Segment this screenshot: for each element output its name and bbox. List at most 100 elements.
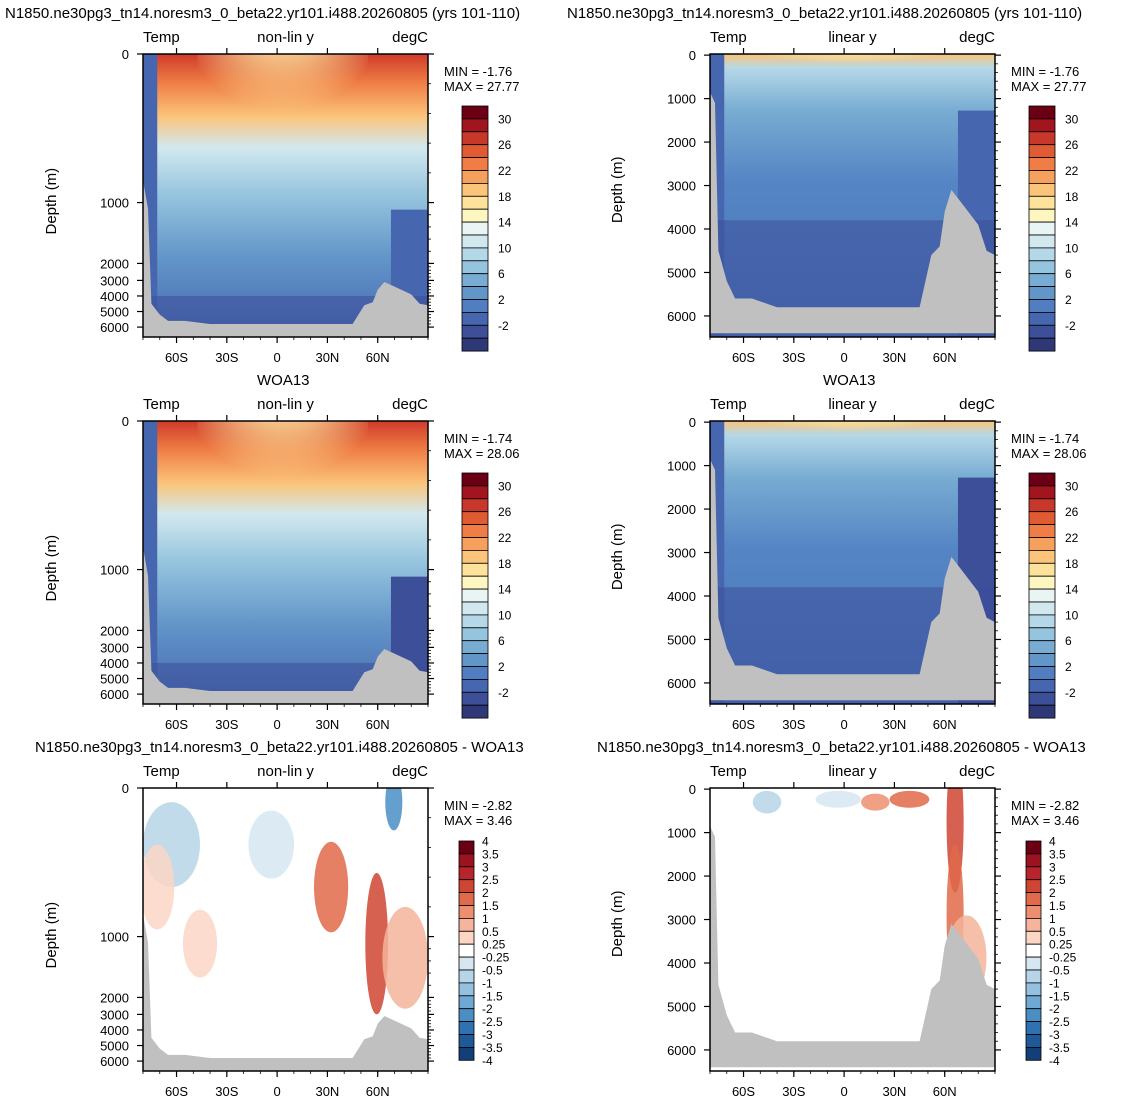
colorbar-segment [1028, 562, 1056, 577]
y-axis-label: Depth (m) [43, 902, 60, 969]
y-tick-label: 5000 [100, 1039, 129, 1054]
x-tick-label: 60N [366, 1084, 390, 1099]
colorbar-segment [461, 221, 489, 236]
field [143, 421, 428, 704]
y-tick-label: 4000 [100, 656, 129, 671]
x-tick-label: 30N [315, 717, 339, 732]
colorbar-segment [461, 679, 489, 693]
x-tick-label: 60S [732, 717, 755, 732]
colorbar-segment [1028, 157, 1056, 171]
colorbar-segment [461, 653, 489, 667]
colorbar-segment [458, 982, 475, 997]
y-tick-label: 2000 [100, 990, 129, 1005]
scale-label: linear y [828, 763, 877, 780]
bathymetry-mask [143, 914, 428, 1071]
colorbar-label: 1 [482, 912, 489, 926]
colorbar-segment [458, 879, 475, 894]
colorbar-label: -2 [498, 686, 509, 700]
colorbar: 30 26 22 18 14 10 6 2 -2 [461, 105, 512, 352]
colorbar-label: 3 [1049, 860, 1056, 874]
panel-title: N1850.ne30pg3_tn14.noresm3_0_beta22.yr10… [35, 739, 524, 756]
min-value: MIN = -1.76 [444, 64, 512, 79]
colorbar-label: 0.5 [482, 925, 499, 939]
colorbar-segment [1025, 866, 1042, 881]
anomaly-region [143, 844, 175, 930]
colorbar-segment [1028, 324, 1056, 339]
colorbar-label: 18 [1065, 190, 1079, 204]
max-value: MAX = 3.46 [1011, 813, 1079, 828]
colorbar-segment [1028, 247, 1056, 262]
y-tick-label: 3000 [667, 179, 696, 194]
colorbar-segment [1028, 170, 1056, 184]
colorbar-segment [458, 1021, 475, 1035]
colorbar-label: 10 [498, 608, 512, 622]
colorbar-label: 10 [1065, 241, 1079, 255]
y-tick-label: 3000 [100, 1007, 129, 1022]
colorbar-segment [461, 234, 489, 249]
colorbar-segment [461, 614, 489, 629]
bathymetry-mask [143, 547, 428, 704]
colorbar-label: 6 [498, 634, 505, 648]
colorbar-segment [1028, 273, 1056, 288]
x-tick-label: 60S [165, 350, 188, 365]
panel-title: N1850.ne30pg3_tn14.noresm3_0_beta22.yr10… [597, 739, 1086, 756]
colorbar-segment [458, 1034, 475, 1048]
y-axis-label: Depth (m) [43, 168, 60, 235]
y-tick-label: 3000 [667, 913, 696, 928]
colorbar-segment [461, 588, 489, 603]
units-label: degC [392, 396, 428, 413]
x-tick-label: 0 [274, 1084, 281, 1099]
y-tick-label: 2000 [100, 256, 129, 271]
colorbar-segment [461, 182, 489, 197]
y-tick-label: 1000 [100, 563, 129, 578]
x-tick-label: 30S [215, 717, 238, 732]
anomaly-region [815, 790, 862, 808]
colorbar-segment [461, 144, 489, 158]
colorbar-segment [1028, 575, 1056, 590]
units-label: degC [392, 29, 428, 46]
x-tick-label: 30N [315, 1084, 339, 1099]
colorbar: 30 26 22 18 14 10 6 2 -2 [1028, 472, 1079, 719]
y-tick-label: 4000 [667, 956, 696, 971]
x-tick-label: 30S [782, 1084, 805, 1099]
colorbar-segment [1028, 472, 1056, 487]
colorbar-segment [458, 930, 475, 945]
colorbar-label: 0.25 [1049, 938, 1073, 952]
max-value: MAX = 27.77 [444, 79, 520, 94]
y-tick-label: 4000 [100, 289, 129, 304]
y-tick-label: 2000 [100, 623, 129, 638]
colorbar-label: -0.5 [482, 964, 503, 978]
colorbar-segment [1028, 195, 1056, 210]
colorbar-label: 1.5 [1049, 899, 1066, 913]
colorbar-segment [1028, 511, 1056, 526]
x-tick-label: 30N [882, 350, 906, 365]
warm-pool [764, 54, 936, 74]
y-tick-label: 5000 [667, 632, 696, 647]
panel-title: WOA13 [823, 372, 876, 389]
field [143, 788, 428, 1071]
variable-label: Temp [710, 29, 747, 46]
colorbar-label: 1.5 [482, 899, 499, 913]
colorbar-segment [1025, 1034, 1042, 1048]
colorbar-segment [461, 601, 489, 616]
colorbar-label: 30 [1065, 479, 1079, 493]
colorbar-segment [461, 485, 489, 500]
bathymetry-mask [710, 459, 995, 701]
colorbar-segment [461, 260, 489, 275]
anomaly-region [365, 872, 389, 1015]
colorbar-label: -2 [482, 1002, 493, 1016]
colorbar-segment [1025, 918, 1042, 932]
colorbar-label: 6 [1065, 634, 1072, 648]
scale-label: linear y [828, 29, 877, 46]
colorbar-label: 0.25 [482, 938, 506, 952]
variable-label: Temp [143, 29, 180, 46]
colorbar-segment [461, 208, 489, 223]
colorbar-segment [458, 918, 475, 932]
colorbar-label: 26 [1065, 505, 1079, 519]
colorbar-segment [1025, 930, 1042, 945]
variable-label: Temp [143, 396, 180, 413]
colorbar-label: 14 [498, 216, 512, 230]
min-value: MIN = -2.82 [444, 798, 512, 813]
variable-label: Temp [710, 763, 747, 780]
colorbar-segment [1028, 299, 1056, 313]
